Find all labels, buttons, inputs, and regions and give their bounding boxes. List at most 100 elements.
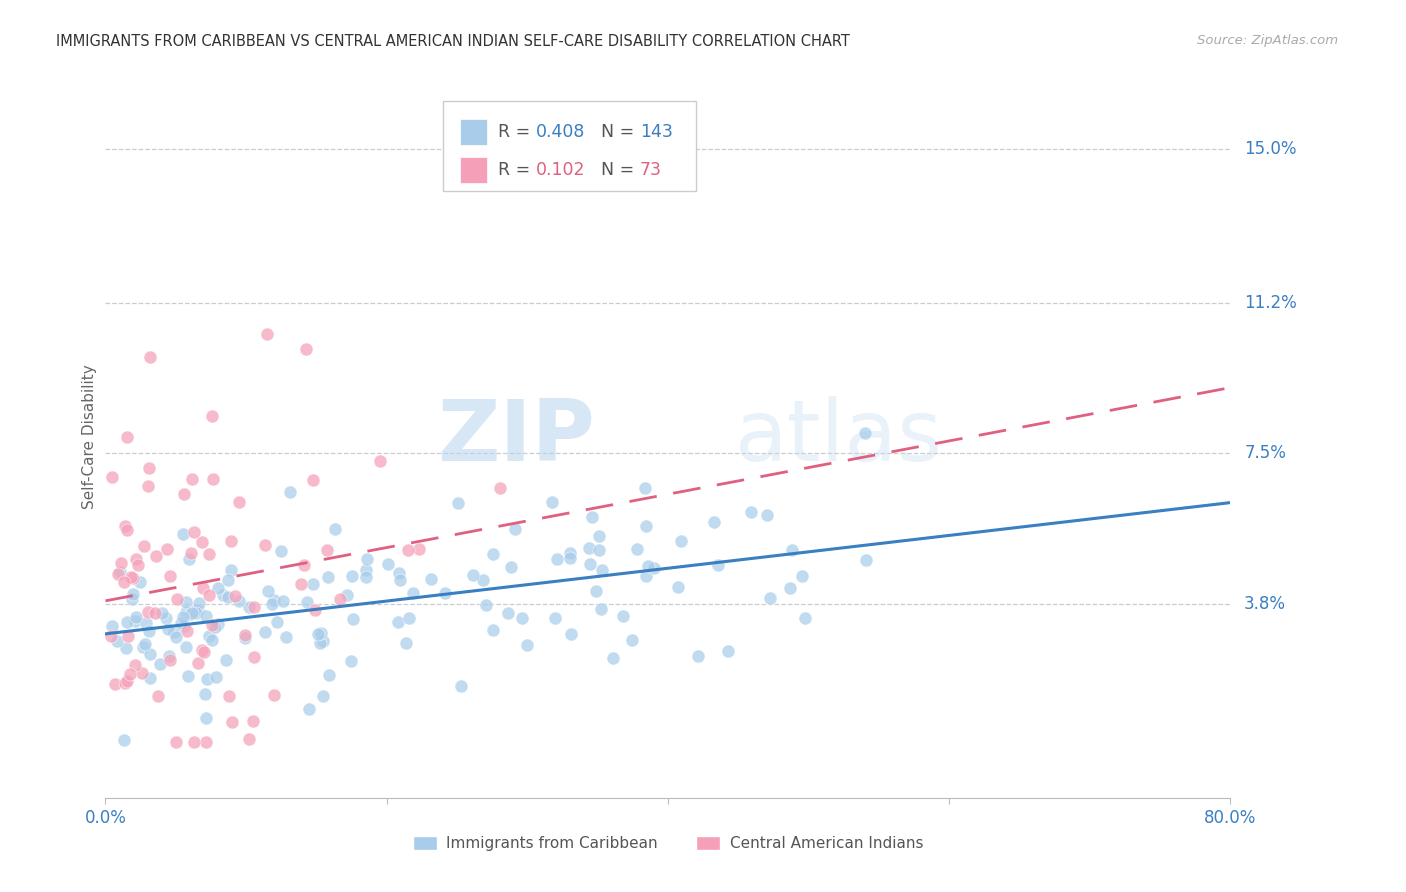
Point: [217, 590, 239, 604]
Point: [643, 561, 665, 575]
Point: [207, 616, 229, 631]
Point: [135, 615, 157, 630]
FancyBboxPatch shape: [460, 156, 486, 183]
FancyBboxPatch shape: [443, 101, 696, 192]
Point: [183, 524, 205, 539]
Point: [115, 674, 138, 689]
Point: [323, 521, 346, 535]
Point: [578, 541, 600, 555]
Point: [176, 624, 198, 639]
Text: N =: N =: [602, 123, 640, 141]
Point: [114, 676, 136, 690]
Point: [591, 563, 613, 577]
Point: [112, 732, 135, 747]
Point: [516, 638, 538, 652]
Point: [370, 454, 392, 468]
Point: [159, 569, 181, 583]
Point: [165, 734, 187, 748]
Point: [124, 614, 146, 628]
Text: 3.8%: 3.8%: [1244, 594, 1286, 613]
Point: [256, 326, 278, 341]
Text: 73: 73: [640, 161, 662, 178]
Point: [301, 577, 323, 591]
Point: [666, 580, 689, 594]
Point: [117, 523, 139, 537]
Point: [419, 573, 441, 587]
Point: [271, 594, 294, 608]
Point: [176, 595, 198, 609]
Text: 7.5%: 7.5%: [1244, 444, 1286, 462]
Point: [194, 711, 217, 725]
Point: [312, 634, 335, 648]
Point: [115, 429, 138, 443]
Point: [499, 559, 522, 574]
Point: [581, 509, 603, 524]
Point: [401, 585, 423, 599]
Point: [510, 610, 533, 624]
Point: [307, 627, 329, 641]
Point: [388, 566, 411, 580]
Point: [219, 563, 242, 577]
Point: [218, 689, 240, 703]
Text: 0.408: 0.408: [536, 123, 586, 141]
Point: [127, 558, 149, 573]
Point: [308, 636, 330, 650]
Point: [131, 666, 153, 681]
Point: [121, 591, 143, 606]
Point: [295, 343, 318, 357]
Point: [124, 657, 146, 672]
Point: [540, 495, 562, 509]
Point: [408, 541, 430, 556]
Point: [157, 648, 180, 663]
Point: [634, 569, 657, 583]
Point: [100, 629, 122, 643]
Point: [138, 624, 160, 639]
Point: [669, 533, 692, 548]
Point: [107, 567, 129, 582]
Point: [304, 602, 326, 616]
Point: [136, 605, 159, 619]
Point: [292, 558, 315, 572]
Point: [298, 702, 321, 716]
Point: [193, 645, 215, 659]
Point: [558, 550, 581, 565]
Point: [198, 629, 221, 643]
Point: [194, 608, 217, 623]
Point: [228, 593, 250, 607]
Point: [201, 409, 224, 424]
Point: [636, 519, 658, 533]
Point: [173, 619, 195, 633]
Point: [184, 603, 207, 617]
Point: [496, 607, 519, 621]
Point: [759, 591, 782, 605]
Point: [215, 653, 238, 667]
Point: [146, 690, 169, 704]
Point: [740, 504, 762, 518]
Point: [105, 633, 128, 648]
Point: [266, 615, 288, 629]
Point: [132, 640, 155, 655]
Point: [172, 609, 194, 624]
Point: [195, 672, 218, 686]
Point: [309, 626, 332, 640]
Point: [558, 546, 581, 560]
Point: [853, 425, 876, 440]
Point: [134, 539, 156, 553]
Point: [242, 714, 264, 728]
Text: R =: R =: [498, 161, 536, 178]
Point: [139, 671, 162, 685]
Point: [159, 653, 181, 667]
Point: [207, 581, 229, 595]
Point: [263, 689, 285, 703]
Point: [125, 609, 148, 624]
Point: [560, 626, 582, 640]
Point: [340, 654, 363, 668]
Point: [243, 650, 266, 665]
Point: [145, 606, 167, 620]
Point: [461, 567, 484, 582]
Point: [115, 615, 138, 629]
Point: [162, 625, 184, 640]
Point: [112, 574, 135, 589]
Point: [187, 596, 209, 610]
Point: [295, 595, 318, 609]
